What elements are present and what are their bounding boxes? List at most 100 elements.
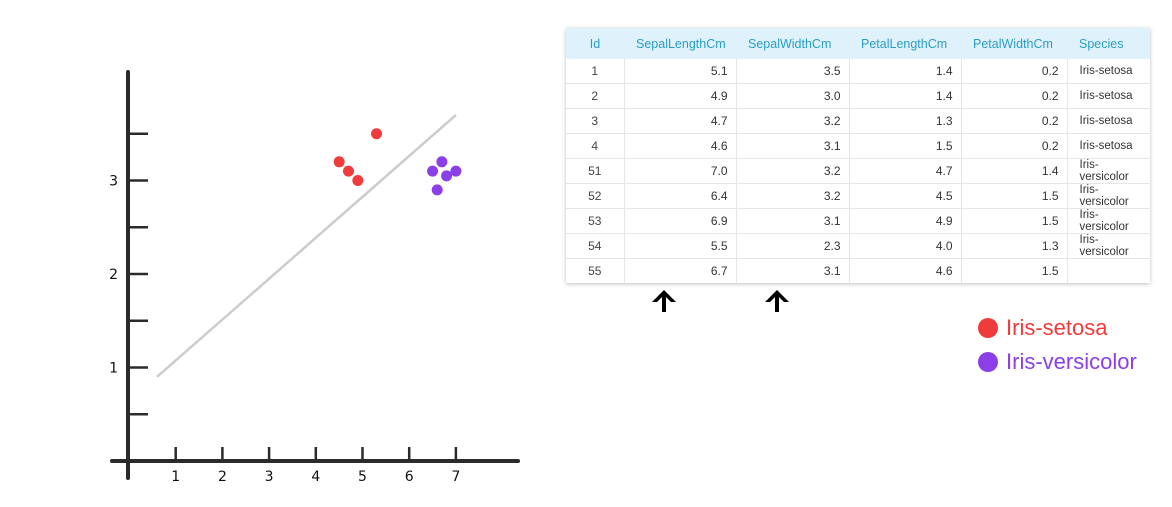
versicolor-point	[441, 170, 453, 182]
cell-petal-width: 0.2	[961, 83, 1068, 109]
column-header-sepal-width: SepalWidthCm	[748, 36, 832, 51]
cell-petal-width: 0.2	[961, 108, 1068, 134]
cell-sepal-width: 3.0	[736, 83, 850, 109]
cell-petal-length: 1.4	[849, 83, 962, 109]
table-row: 51 7.0 3.2 4.7 1.4 Iris-versicolor	[566, 158, 1150, 184]
column-header-species: Species	[1079, 36, 1124, 51]
cell-sepal-length: 4.9	[624, 83, 737, 109]
setosa-point	[371, 128, 383, 140]
cell-species: Iris-versicolor	[1067, 183, 1150, 209]
cell-id: 4	[566, 133, 625, 159]
cell-sepal-width: 3.5	[736, 59, 850, 84]
cell-petal-width: 1.5	[961, 258, 1068, 283]
cell-petal-width: 1.4	[961, 158, 1068, 184]
y-tick-label: 2	[109, 267, 118, 283]
setosa-point	[342, 165, 354, 177]
cell-species: Iris-setosa	[1067, 133, 1150, 159]
cell-petal-width: 0.2	[961, 59, 1068, 84]
table-row: 2 4.9 3.0 1.4 0.2 Iris-setosa	[566, 83, 1150, 109]
cell-id: 53	[566, 208, 625, 234]
cell-petal-width: 1.5	[961, 208, 1068, 234]
cell-petal-length: 4.6	[849, 258, 962, 283]
cell-petal-length: 1.5	[849, 133, 962, 159]
cell-sepal-width: 3.1	[736, 258, 850, 283]
table-row: 55 6.7 3.1 4.6 1.5	[566, 258, 1150, 284]
x-tick-label: 6	[405, 469, 414, 485]
x-tick-label: 1	[171, 469, 180, 485]
cell-species: Iris-versicolor	[1067, 208, 1150, 234]
decision-boundary-line	[156, 114, 457, 378]
cell-species	[1067, 259, 1150, 284]
column-header-id: Id	[589, 36, 601, 51]
cell-sepal-width: 2.3	[736, 233, 850, 259]
arrow-up-icon	[652, 290, 676, 312]
legend-item-versicolor: Iris-versicolor	[978, 345, 1137, 379]
cell-petal-width: 1.3	[961, 233, 1068, 259]
legend-dot-icon	[978, 318, 998, 338]
versicolor-point	[427, 165, 439, 177]
cell-species: Iris-versicolor	[1067, 158, 1150, 184]
iris-data-table: Id SepalLengthCm SepalWidthCm PetalLengt…	[566, 28, 1150, 283]
cell-petal-length: 4.0	[849, 233, 962, 259]
cell-petal-width: 0.2	[961, 133, 1068, 159]
x-tick-label: 3	[265, 469, 274, 485]
cell-petal-length: 1.4	[849, 59, 962, 84]
cell-petal-width: 1.5	[961, 183, 1068, 209]
table-row: 4 4.6 3.1 1.5 0.2 Iris-setosa	[566, 133, 1150, 159]
setosa-point	[352, 175, 364, 186]
y-tick-label: 1	[109, 361, 118, 377]
cell-species: Iris-versicolor	[1067, 233, 1150, 259]
legend-label: Iris-versicolor	[1006, 349, 1137, 374]
cell-sepal-length: 5.5	[624, 233, 737, 259]
setosa-point	[333, 156, 345, 168]
cell-sepal-length: 4.7	[624, 108, 737, 134]
cell-id: 3	[566, 108, 625, 134]
x-tick-label: 2	[218, 469, 227, 485]
cell-species: Iris-setosa	[1067, 83, 1150, 109]
cell-id: 51	[566, 158, 625, 184]
cell-sepal-length: 6.9	[624, 208, 737, 234]
x-tick-label: 7	[451, 469, 460, 485]
column-header-petal-length: PetalLengthCm	[861, 36, 948, 51]
table-row: 54 5.5 2.3 4.0 1.3 Iris-versicolor	[566, 233, 1150, 259]
column-header-sepal-length: SepalLengthCm	[636, 36, 726, 51]
cell-species: Iris-setosa	[1067, 108, 1150, 134]
cell-sepal-width: 3.2	[736, 183, 850, 209]
cell-petal-length: 1.3	[849, 108, 962, 134]
cell-sepal-width: 3.1	[736, 208, 850, 234]
cell-sepal-width: 3.2	[736, 108, 850, 134]
x-tick-label: 5	[358, 469, 367, 485]
column-header-petal-width: PetalWidthCm	[973, 36, 1053, 51]
versicolor-point	[431, 184, 443, 196]
cell-species: Iris-setosa	[1067, 59, 1150, 84]
cell-sepal-width: 3.1	[736, 133, 850, 159]
table-row: 3 4.7 3.2 1.3 0.2 Iris-setosa	[566, 108, 1150, 134]
cell-sepal-length: 4.6	[624, 133, 737, 159]
cell-petal-length: 4.9	[849, 208, 962, 234]
x-tick-label: 4	[311, 469, 320, 485]
cell-id: 1	[566, 59, 625, 84]
cell-id: 2	[566, 83, 625, 109]
table-header-row: Id SepalLengthCm SepalWidthCm PetalLengt…	[566, 28, 1150, 59]
arrow-up-icon	[765, 290, 789, 312]
cell-id: 55	[566, 258, 625, 283]
cell-petal-length: 4.7	[849, 158, 962, 184]
scatter-plot: 1 2 3 1 2 3 4 5 6 7	[109, 70, 520, 485]
cell-id: 52	[566, 183, 625, 209]
table-row: 53 6.9 3.1 4.9 1.5 Iris-versicolor	[566, 208, 1150, 234]
table-row: 52 6.4 3.2 4.5 1.5 Iris-versicolor	[566, 183, 1150, 209]
versicolor-point	[436, 156, 448, 168]
cell-sepal-length: 5.1	[624, 59, 737, 84]
table-row: 1 5.1 3.5 1.4 0.2 Iris-setosa	[566, 59, 1150, 84]
y-tick-label: 3	[109, 174, 118, 190]
cell-id: 54	[566, 233, 625, 259]
legend: Iris-setosa Iris-versicolor	[978, 311, 1137, 379]
cell-sepal-length: 6.7	[624, 258, 737, 283]
legend-dot-icon	[978, 352, 998, 372]
versicolor-point	[450, 165, 462, 177]
legend-item-setosa: Iris-setosa	[978, 311, 1137, 345]
cell-sepal-width: 3.2	[736, 158, 850, 184]
cell-petal-length: 4.5	[849, 183, 962, 209]
cell-sepal-length: 6.4	[624, 183, 737, 209]
cell-sepal-length: 7.0	[624, 158, 737, 184]
